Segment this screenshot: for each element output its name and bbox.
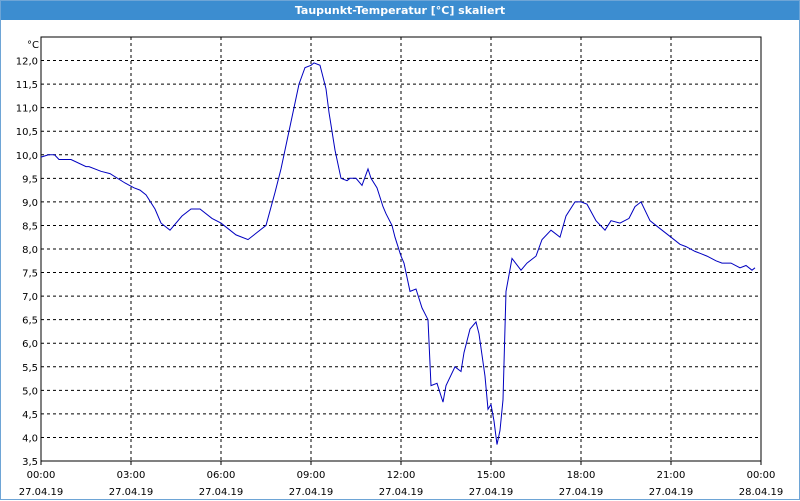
y-tick-label: 5,5 <box>22 363 38 374</box>
x-tick-time-label: 12:00 <box>387 470 416 481</box>
y-tick-label: 8,0 <box>22 245 38 256</box>
y-tick-label: 4,5 <box>22 410 38 421</box>
x-tick-date-label: 28.04.19 <box>739 487 784 498</box>
y-tick-label: 6,5 <box>22 316 38 327</box>
y-tick-label: 7,5 <box>22 269 38 280</box>
x-tick-time-label: 00:00 <box>747 470 776 481</box>
y-tick-label: 10,0 <box>16 151 38 162</box>
plot-frame <box>40 36 762 462</box>
x-tick-date-label: 27.04.19 <box>289 487 334 498</box>
x-tick-time-label: 15:00 <box>477 470 506 481</box>
y-tick-label: 5,0 <box>22 386 38 397</box>
x-tick-time-label: 09:00 <box>297 470 326 481</box>
x-tick-time-label: 03:00 <box>117 470 146 481</box>
series-line <box>40 62 756 445</box>
window-title: Taupunkt-Temperatur [°C] skaliert <box>1 1 799 20</box>
y-tick-label: 3,5 <box>22 457 38 468</box>
x-tick-time-label: 06:00 <box>207 470 236 481</box>
x-tick-time-label: 00:00 <box>27 470 56 481</box>
y-tick-label: 9,0 <box>22 198 38 209</box>
y-tick-label: 10,5 <box>16 127 38 138</box>
x-tick-time-label: 18:00 <box>567 470 596 481</box>
x-tick-date-label: 27.04.19 <box>559 487 604 498</box>
y-tick-label: 11,0 <box>16 104 38 115</box>
y-tick-label: 7,0 <box>22 292 38 303</box>
y-tick-label: 8,5 <box>22 221 38 232</box>
x-tick-date-label: 27.04.19 <box>649 487 694 498</box>
x-tick-date-label: 27.04.19 <box>199 487 244 498</box>
x-tick-date-label: 27.04.19 <box>109 487 154 498</box>
y-axis-unit-label: °C <box>27 40 39 51</box>
x-tick-time-label: 21:00 <box>657 470 686 481</box>
x-tick-date-label: 27.04.19 <box>469 487 514 498</box>
y-tick-label: 4,0 <box>22 433 38 444</box>
y-tick-label: 12,0 <box>16 57 38 68</box>
y-tick-label: 11,5 <box>16 80 38 91</box>
y-tick-label: 9,5 <box>22 174 38 185</box>
x-tick-date-label: 27.04.19 <box>19 487 64 498</box>
x-tick-date-label: 27.04.19 <box>379 487 424 498</box>
y-tick-label: 6,0 <box>22 339 38 350</box>
